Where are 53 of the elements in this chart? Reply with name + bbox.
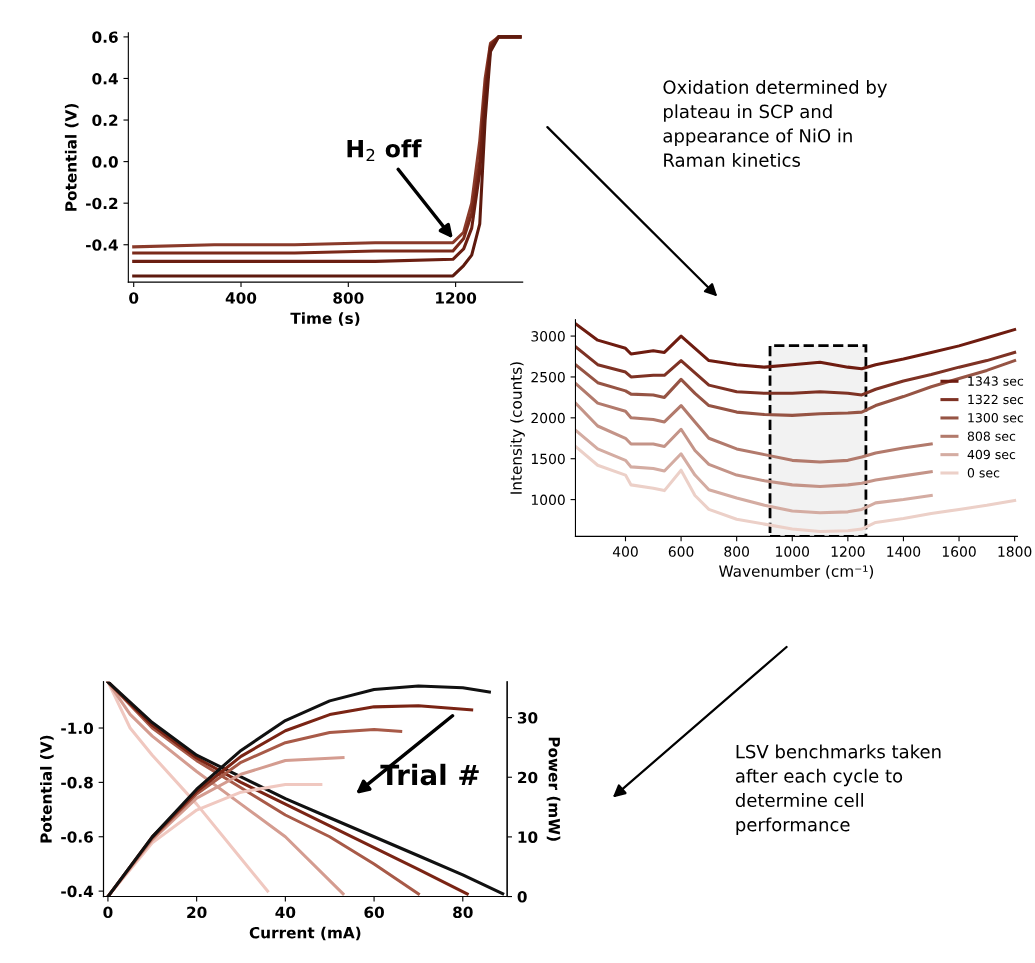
x-tick-label: 1600 bbox=[942, 546, 976, 557]
y-tick-label: 0.6 bbox=[92, 31, 118, 43]
text: Oxidation determined by plateau in SCP and appearance of NiO in Raman kinetics bbox=[663, 79, 887, 167]
y-tick-label: 0.4 bbox=[92, 72, 118, 85]
y-tick-label: 0.0 bbox=[92, 156, 118, 168]
y2-axis-title: Power (mW) bbox=[546, 737, 561, 841]
y-tick-label: 1000 bbox=[531, 494, 565, 506]
y-axis-title: Potential (V) bbox=[40, 735, 54, 843]
y2-tick-label: 30 bbox=[517, 712, 538, 724]
x-tick-label: 1000 bbox=[776, 546, 810, 557]
y2-tick-label: 0 bbox=[517, 891, 527, 903]
x-tick-label: 0 bbox=[103, 906, 113, 919]
y-tick-label: -1.0 bbox=[61, 722, 94, 735]
x-tick-label: 600 bbox=[668, 546, 694, 557]
y-tick-label: -0.8 bbox=[61, 776, 93, 789]
y-tick-label: 3000 bbox=[531, 331, 565, 342]
y-axis-title: Potential (V) bbox=[64, 104, 79, 211]
x-tick-label: 40 bbox=[275, 906, 296, 919]
x-tick-label: 800 bbox=[724, 546, 749, 557]
legend-label: 1300 sec bbox=[968, 413, 1024, 423]
x-axis-title: Time (s) bbox=[290, 312, 360, 326]
legend-label: 1343 sec bbox=[968, 376, 1024, 386]
x-tick-label: 1400 bbox=[887, 546, 921, 557]
legend-label: 409 sec bbox=[967, 449, 1016, 460]
x-tick-label: 60 bbox=[364, 906, 384, 919]
annotation: H$_{2}$ off bbox=[347, 139, 422, 162]
y-tick-label: -0.6 bbox=[61, 831, 93, 843]
x-tick-label: 20 bbox=[187, 906, 207, 919]
y-tick-label: 2000 bbox=[531, 412, 565, 424]
x-axis-title: Current (mA) bbox=[249, 926, 361, 941]
x-tick-label: 1200 bbox=[436, 292, 477, 304]
y-tick-label: -0.4 bbox=[61, 885, 94, 898]
x-tick-label: 80 bbox=[453, 906, 473, 919]
x-tick-label: 800 bbox=[333, 292, 364, 304]
y2-tick-label: 20 bbox=[518, 771, 538, 784]
y-tick-label: 2500 bbox=[531, 371, 565, 383]
y-axis-title: Intensity (counts) bbox=[510, 362, 525, 494]
y2-tick-label: 10 bbox=[518, 831, 538, 843]
legend-label: 1322 sec bbox=[968, 394, 1024, 405]
y-tick-label: 0.2 bbox=[92, 114, 118, 127]
legend-label: 0 sec bbox=[967, 468, 1000, 478]
text: LSV benchmarks taken after each cycle to determine cell performance bbox=[735, 744, 941, 835]
y-tick-label: -0.4 bbox=[86, 239, 118, 251]
annotation: Trial # bbox=[380, 763, 479, 786]
y-tick-label: 1500 bbox=[531, 453, 565, 465]
x-tick-label: 400 bbox=[225, 292, 257, 304]
legend-label: 808 sec bbox=[967, 431, 1016, 441]
x-tick-label: 0 bbox=[129, 292, 139, 304]
y-tick-label: -0.2 bbox=[86, 197, 118, 210]
x-tick-label: 1200 bbox=[831, 546, 865, 557]
x-axis-title: Wavenumber (cm⁻¹) bbox=[719, 565, 874, 579]
x-tick-label: 1800 bbox=[998, 546, 1032, 557]
x-tick-label: 400 bbox=[612, 546, 638, 557]
